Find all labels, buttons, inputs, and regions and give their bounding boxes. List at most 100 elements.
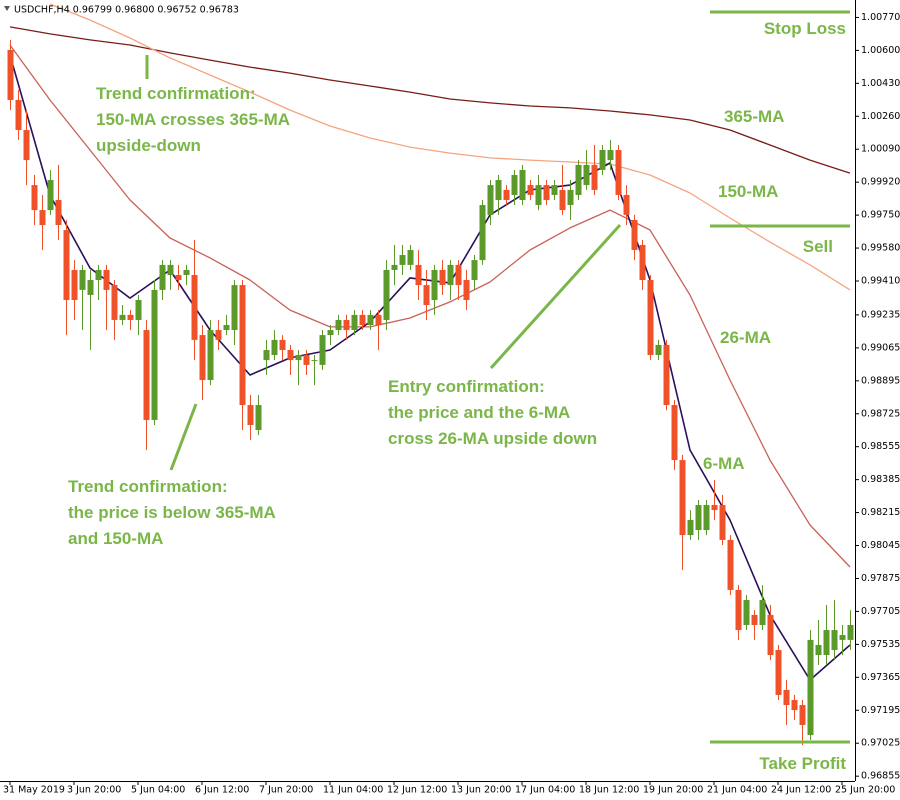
x-tick-label: 21 Jun 04:00 <box>707 785 767 796</box>
candle-body <box>23 130 30 161</box>
y-tick-label: 0.97025 <box>861 738 900 749</box>
candle-body <box>663 344 670 406</box>
series-label: 150-MA <box>718 182 778 201</box>
candle-body <box>575 164 582 195</box>
annotation-text: the price is below 365-MA <box>68 503 276 522</box>
candle-body <box>423 285 430 306</box>
candle-body <box>239 285 246 406</box>
annotation-text: cross 26-MA upside down <box>388 429 597 448</box>
candle-body <box>143 330 150 420</box>
candle-body <box>631 219 638 250</box>
y-tick-label: 0.96855 <box>861 771 900 782</box>
candle-body <box>79 269 86 290</box>
candle-body <box>255 405 262 431</box>
candle-body <box>751 614 758 625</box>
annotation-text: and 150-MA <box>68 529 163 548</box>
candle-body <box>151 289 158 420</box>
candle-body <box>463 280 470 300</box>
candle-body <box>743 599 750 625</box>
series-label: 365-MA <box>724 107 784 126</box>
candle-body <box>639 244 646 281</box>
annotation-text: Trend confirmation: <box>96 84 256 103</box>
y-tick-label: 0.98215 <box>861 507 900 518</box>
candle-body <box>623 194 630 215</box>
y-tick-label: 0.98385 <box>861 474 900 485</box>
x-tick-label: 17 Jun 04:00 <box>515 785 575 796</box>
x-tick-label: 24 Jun 12:00 <box>771 785 831 796</box>
candle-body <box>711 505 718 511</box>
series-label: 6-MA <box>703 454 745 473</box>
x-tick-label: 11 Jun 04:00 <box>323 785 383 796</box>
candle-body <box>119 314 126 320</box>
y-tick-label: 0.98725 <box>861 408 900 419</box>
candle-body <box>487 185 494 215</box>
level-label: Take Profit <box>759 754 846 773</box>
candle-body <box>847 624 854 640</box>
y-tick-label: 0.99580 <box>861 243 900 254</box>
y-tick-label: 1.00260 <box>861 111 900 122</box>
ma-line <box>9 44 851 568</box>
candle-body <box>559 189 566 211</box>
candle-body <box>831 630 838 650</box>
x-tick-label: 19 Jun 20:00 <box>643 785 703 796</box>
connector <box>169 403 198 471</box>
candle-body <box>551 185 558 195</box>
plot-area <box>7 3 854 745</box>
y-tick-label: 0.98555 <box>861 441 900 452</box>
x-tick-label: 3 Jun 20:00 <box>67 785 121 796</box>
x-tick-label: 6 Jun 12:00 <box>195 785 249 796</box>
y-tick-label: 0.98895 <box>861 375 900 386</box>
candle-body <box>327 330 334 336</box>
candle-body <box>799 705 806 725</box>
x-tick-label: 31 May 2019 <box>3 785 65 796</box>
candle-body <box>447 264 454 286</box>
y-tick-label: 0.97365 <box>861 672 900 683</box>
candle-body <box>783 689 790 706</box>
candle-body <box>287 349 294 361</box>
candle-body <box>471 260 478 281</box>
x-tick-label: 25 Jun 20:00 <box>835 785 895 796</box>
candle-body <box>343 319 350 331</box>
candle-body <box>599 149 606 170</box>
candle-body <box>55 199 62 225</box>
x-tick-label: 13 Jun 20:00 <box>451 785 511 796</box>
candle-body <box>775 649 782 695</box>
candle-body <box>543 185 550 200</box>
level-label: Sell <box>803 237 833 256</box>
y-tick-label: 0.99920 <box>861 177 900 188</box>
y-tick-label: 1.00600 <box>861 45 900 56</box>
candle-body <box>271 339 278 356</box>
candle-body <box>231 285 238 331</box>
x-tick-label: 7 Jun 20:00 <box>259 785 313 796</box>
y-tick-label: 0.97195 <box>861 705 900 716</box>
candle-body <box>135 299 142 320</box>
y-tick-label: 0.99750 <box>861 210 900 221</box>
candle-body <box>71 269 78 300</box>
candle-body <box>223 324 230 331</box>
candle-body <box>807 639 814 736</box>
candle-body <box>375 314 382 325</box>
candle-body <box>319 335 326 365</box>
candle-body <box>367 314 374 325</box>
annotation-text: Trend confirmation: <box>68 477 228 496</box>
symbol-icon <box>4 6 10 11</box>
y-tick-label: 0.99065 <box>861 342 900 353</box>
candle-body <box>607 149 614 161</box>
candle-body <box>431 269 438 300</box>
candle-body <box>495 180 502 200</box>
candle-body <box>263 349 270 361</box>
candle-body <box>127 314 134 320</box>
candle-body <box>311 360 318 362</box>
annotations <box>145 55 622 471</box>
candle-body <box>647 280 654 356</box>
candle-body <box>87 280 94 295</box>
candle-body <box>567 189 574 206</box>
candle-body <box>455 264 462 286</box>
candle-body <box>519 169 526 200</box>
connector <box>489 223 622 370</box>
candle-body <box>527 185 534 195</box>
candle-body <box>63 230 70 300</box>
candle-body <box>727 539 734 590</box>
candle-body <box>175 274 182 281</box>
candle-body <box>407 249 414 265</box>
